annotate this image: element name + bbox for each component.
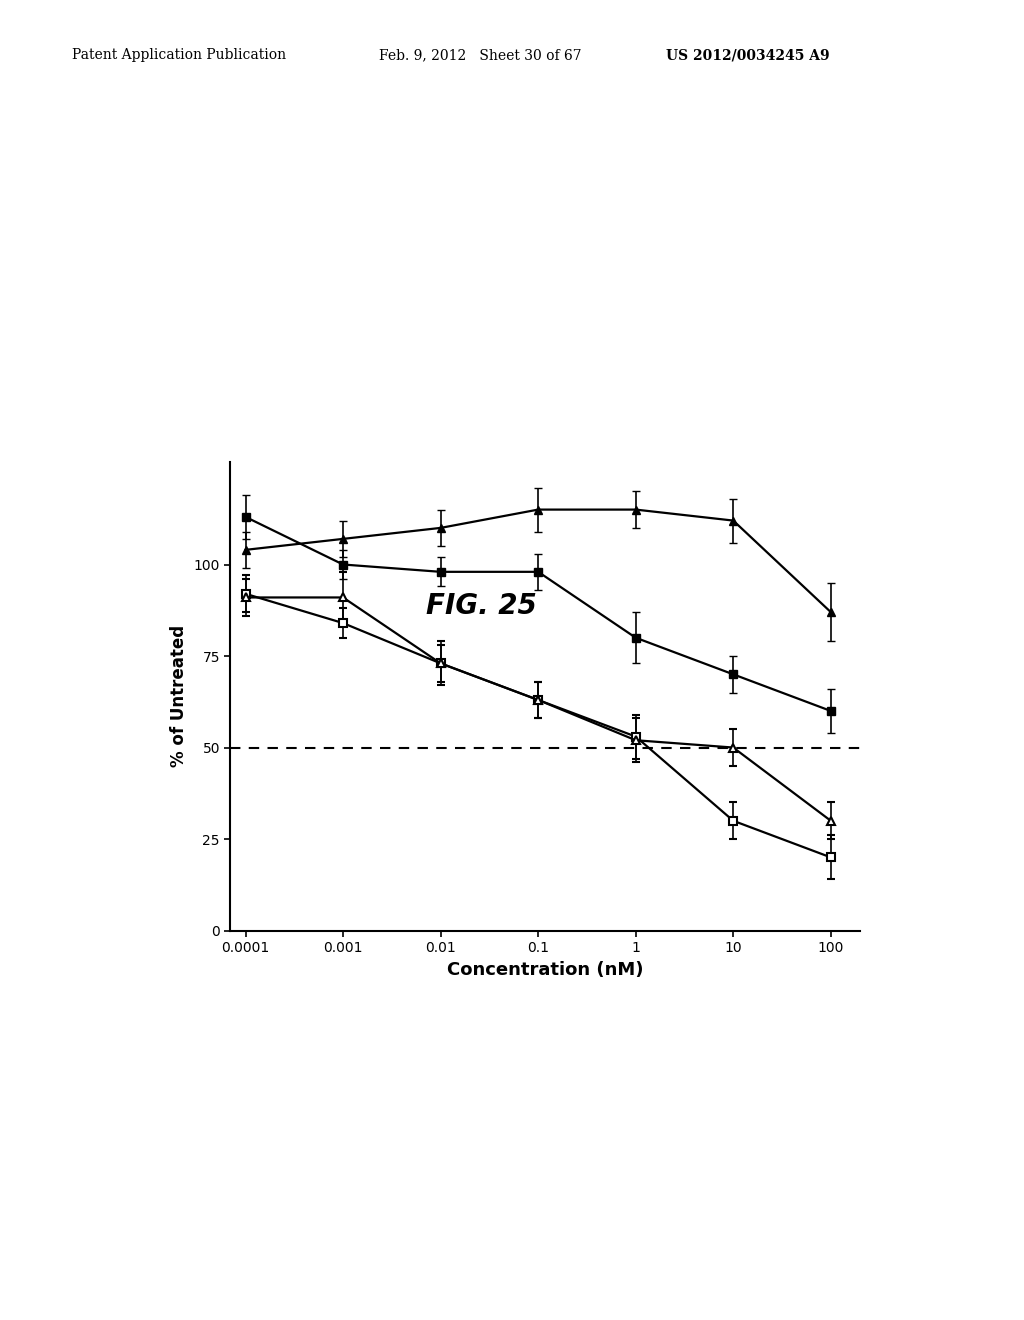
- Text: FIG. 25: FIG. 25: [426, 591, 537, 620]
- Text: US 2012/0034245 A9: US 2012/0034245 A9: [666, 49, 829, 62]
- Text: Patent Application Publication: Patent Application Publication: [72, 49, 286, 62]
- Text: Feb. 9, 2012   Sheet 30 of 67: Feb. 9, 2012 Sheet 30 of 67: [379, 49, 582, 62]
- Y-axis label: % of Untreated: % of Untreated: [170, 626, 188, 767]
- X-axis label: Concentration (nM): Concentration (nM): [447, 961, 643, 978]
